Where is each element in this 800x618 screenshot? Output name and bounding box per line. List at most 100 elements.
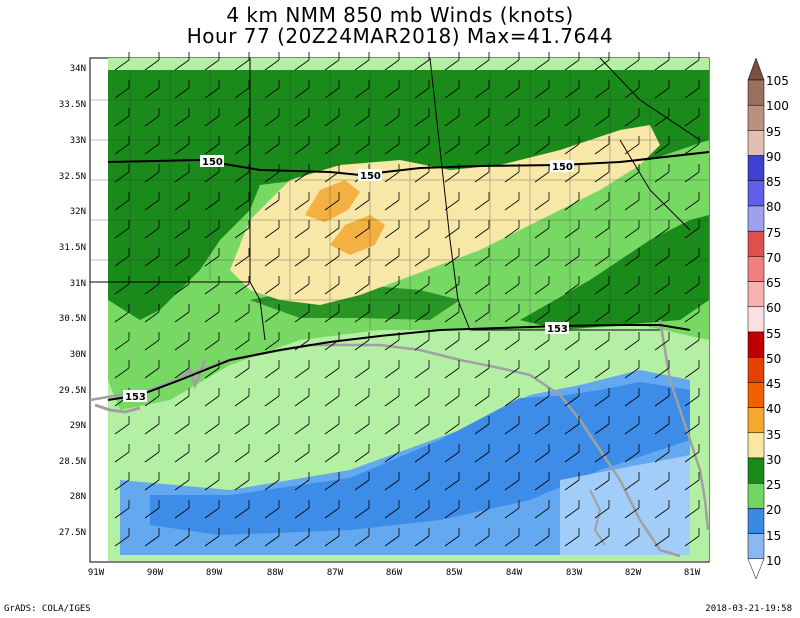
wind-barb bbox=[384, 220, 400, 239]
wind-barb bbox=[234, 136, 250, 155]
contour-label: 150 bbox=[202, 157, 223, 168]
wind-barb bbox=[264, 388, 280, 407]
colorbar-swatch bbox=[747, 407, 765, 434]
wind-barb bbox=[264, 80, 280, 99]
wind-barb bbox=[264, 332, 280, 351]
y-tick-label: 32N bbox=[69, 207, 86, 217]
wind-barb bbox=[174, 416, 190, 435]
wind-barb bbox=[324, 108, 340, 127]
wind-barb bbox=[624, 444, 640, 463]
wind-barb bbox=[384, 304, 400, 323]
colorbar-swatch bbox=[747, 457, 765, 484]
wind-barb bbox=[444, 332, 460, 351]
wind-barb bbox=[144, 136, 160, 155]
wind-barb bbox=[534, 472, 550, 491]
wind-barb bbox=[264, 472, 280, 491]
wind-barb bbox=[564, 360, 580, 379]
wind-barb bbox=[294, 332, 310, 351]
wind-barb bbox=[624, 276, 640, 295]
wind-barb bbox=[534, 220, 550, 239]
wind-barb bbox=[114, 108, 130, 127]
wind-barb bbox=[654, 332, 670, 351]
wind-barb bbox=[264, 220, 280, 239]
wind-barb bbox=[264, 444, 280, 463]
wind-barb bbox=[174, 444, 190, 463]
wind-barb bbox=[684, 500, 700, 519]
wind-barb bbox=[324, 80, 340, 99]
wind-barb bbox=[594, 416, 610, 435]
wind-barb bbox=[534, 360, 550, 379]
wind-barb bbox=[114, 192, 130, 211]
wind-barb bbox=[474, 276, 490, 295]
wind-barb bbox=[444, 360, 460, 379]
wind-barb bbox=[444, 164, 460, 183]
wind-barb bbox=[564, 192, 580, 211]
colorbar-label: 75 bbox=[766, 226, 782, 240]
wind-barb bbox=[444, 248, 460, 267]
wind-barb bbox=[654, 528, 670, 547]
wind-barb bbox=[684, 248, 700, 267]
contour-label: 150 bbox=[552, 162, 573, 173]
wind-barb bbox=[114, 444, 130, 463]
wind-barb bbox=[414, 80, 430, 99]
wind-barb bbox=[564, 52, 580, 71]
colorbar-label: 70 bbox=[766, 251, 782, 265]
footer-credit: GrADS: COLA/IGES bbox=[4, 604, 91, 614]
wind-barb bbox=[114, 248, 130, 267]
wind-barb bbox=[594, 52, 610, 71]
wind-barb bbox=[684, 136, 700, 155]
wind-barb bbox=[264, 500, 280, 519]
wind-barb bbox=[654, 472, 670, 491]
wind-barb bbox=[264, 528, 280, 547]
wind-barb bbox=[354, 80, 370, 99]
wind-barb bbox=[354, 108, 370, 127]
county-lines bbox=[90, 70, 709, 330]
wind-barb bbox=[174, 332, 190, 351]
wind-barb bbox=[504, 360, 520, 379]
wind-barb bbox=[654, 136, 670, 155]
colorbar-label: 90 bbox=[766, 150, 782, 164]
colorbar-label: 15 bbox=[766, 529, 782, 543]
wind-barb bbox=[144, 444, 160, 463]
wind-barb bbox=[354, 332, 370, 351]
wind-barb bbox=[564, 304, 580, 323]
wind-barb bbox=[144, 332, 160, 351]
contour-label-group: 150 150 150 153 153 bbox=[123, 155, 574, 403]
wind-barb bbox=[354, 528, 370, 547]
wind-barb bbox=[144, 192, 160, 211]
wind-barb bbox=[444, 136, 460, 155]
wind-barb bbox=[564, 248, 580, 267]
wind-barb bbox=[354, 52, 370, 71]
wind-barb bbox=[204, 500, 220, 519]
wind-barb bbox=[594, 192, 610, 211]
wind-barb bbox=[594, 500, 610, 519]
wind-barb bbox=[504, 500, 520, 519]
wind-barb bbox=[144, 360, 160, 379]
wind-barb bbox=[624, 304, 640, 323]
wind-barb bbox=[414, 136, 430, 155]
wind-barb bbox=[444, 388, 460, 407]
wind-barb bbox=[174, 388, 190, 407]
wind-barb bbox=[504, 108, 520, 127]
wind-barb bbox=[324, 528, 340, 547]
wind-barb bbox=[624, 360, 640, 379]
wind-barb bbox=[204, 136, 220, 155]
wind-barb bbox=[504, 416, 520, 435]
wind-barb bbox=[624, 80, 640, 99]
wind-barb bbox=[474, 388, 490, 407]
wind-barb bbox=[384, 192, 400, 211]
wind-barb bbox=[294, 500, 310, 519]
wind-barb bbox=[564, 220, 580, 239]
wind-barb bbox=[534, 192, 550, 211]
wind-barb bbox=[264, 360, 280, 379]
wind-barb bbox=[474, 248, 490, 267]
wind-barb bbox=[264, 136, 280, 155]
wind-barb bbox=[444, 80, 460, 99]
wind-barb bbox=[234, 276, 250, 295]
wind-barb bbox=[144, 248, 160, 267]
wind-barb bbox=[324, 220, 340, 239]
wind-barb bbox=[354, 472, 370, 491]
colorbar-swatch bbox=[747, 205, 765, 232]
wind-barb bbox=[474, 528, 490, 547]
